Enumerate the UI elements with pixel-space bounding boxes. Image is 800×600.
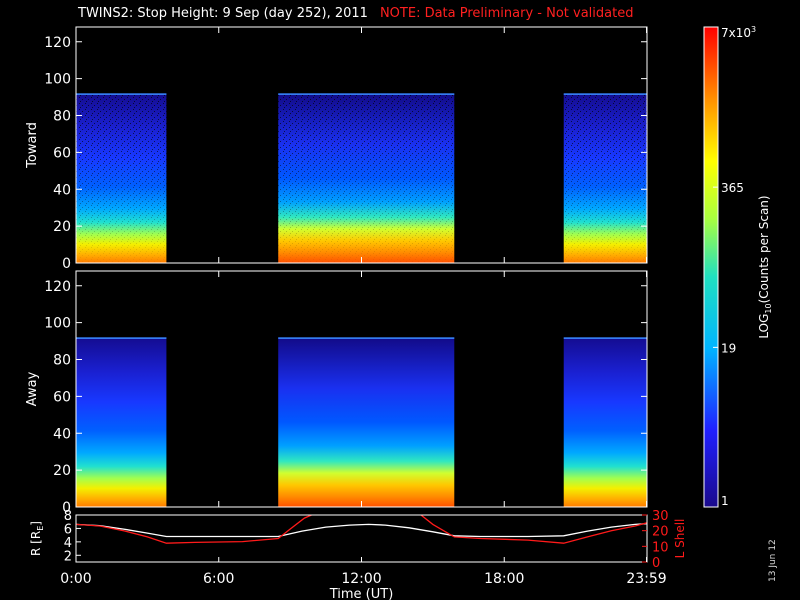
ceiling-line bbox=[278, 337, 455, 339]
ceiling-line bbox=[563, 337, 647, 339]
right-y-tick-label: 20 bbox=[652, 525, 669, 540]
colorbar-tick-label: 7x103 bbox=[721, 25, 756, 40]
left-y-tick-label: 2 bbox=[64, 549, 72, 564]
right-y-tick-label: 30 bbox=[652, 509, 669, 524]
colorbar-tick-label: 19 bbox=[721, 341, 736, 355]
left-axis-label-sub: E bbox=[36, 526, 45, 531]
y-tick-label: 40 bbox=[53, 182, 71, 198]
noise-speckle bbox=[76, 337, 167, 507]
right-y-tick-label: 0 bbox=[652, 556, 660, 571]
preliminary-note: NOTE: Data Preliminary - Not validated bbox=[379, 6, 634, 21]
title-text: TWINS2: Stop Height: 9 Sep (day 252), 20… bbox=[78, 6, 368, 21]
colorbar-tick-label: 365 bbox=[721, 181, 744, 195]
y-tick-label: 40 bbox=[53, 426, 71, 442]
noise-speckle bbox=[563, 93, 647, 263]
toward-spectrogram-panel: 0 20 40 60 80 100 120 Toward bbox=[25, 26, 648, 272]
y-tick-label: 100 bbox=[44, 72, 71, 88]
left-y-tick-label: 8 bbox=[64, 509, 72, 524]
colorbar: 7x103 365 19 1 LOG10(Counts per Scan) bbox=[703, 25, 773, 508]
y-tick-label: 20 bbox=[53, 463, 71, 479]
left-y-tick-label: 6 bbox=[64, 522, 72, 537]
y-axis-label: Toward bbox=[25, 122, 40, 169]
date-stamp: 13 Jun 12 bbox=[768, 539, 778, 582]
colorbar-frame bbox=[703, 26, 719, 508]
colorbar-label-rest: (Counts per Scan) bbox=[757, 195, 771, 303]
left-axis-label: R [RE] bbox=[29, 521, 45, 556]
lshell-line bbox=[420, 515, 647, 544]
y-tick-label: 60 bbox=[53, 389, 71, 405]
y-axis-label: Away bbox=[25, 371, 40, 406]
ceiling-line bbox=[278, 93, 455, 95]
y-tick-label: 0 bbox=[62, 500, 71, 516]
colorbar-exponent: 3 bbox=[751, 25, 756, 34]
y-tick-label: 100 bbox=[44, 316, 71, 332]
ceiling-line bbox=[76, 337, 167, 339]
colorbar-gradient bbox=[704, 27, 718, 507]
noise-speckle bbox=[278, 337, 455, 507]
colorbar-label-sub: 10 bbox=[764, 303, 773, 313]
noise-speckle bbox=[563, 337, 647, 507]
x-tick-label: 0:00 bbox=[60, 571, 91, 587]
x-tick-label: 12:00 bbox=[341, 571, 381, 587]
left-axis-label-close: ] bbox=[29, 521, 43, 526]
y-tick-label: 80 bbox=[53, 353, 71, 369]
colorbar-tick-label: 1 bbox=[721, 494, 729, 508]
colorbar-label: LOG10(Counts per Scan) bbox=[757, 195, 773, 338]
noise-speckle bbox=[278, 93, 455, 263]
noise-speckle bbox=[76, 93, 167, 263]
ephemeris-background bbox=[76, 515, 647, 562]
ceiling-line bbox=[563, 93, 647, 95]
x-tick-label: 6:00 bbox=[203, 571, 234, 587]
x-tick-label: 18:00 bbox=[484, 571, 524, 587]
plot-title: TWINS2: Stop Height: 9 Sep (day 252), 20… bbox=[78, 6, 633, 21]
right-y-tick-label: 10 bbox=[652, 540, 669, 555]
y-tick-label: 120 bbox=[44, 279, 71, 295]
x-axis-label: Time (UT) bbox=[329, 587, 394, 600]
y-tick-label: 80 bbox=[53, 109, 71, 125]
y-tick-label: 120 bbox=[44, 35, 71, 51]
x-tick-label: 23:59 bbox=[626, 571, 666, 587]
y-tick-label: 20 bbox=[53, 219, 71, 235]
radius-line bbox=[76, 523, 647, 538]
ceiling-line bbox=[76, 93, 167, 95]
lshell-line bbox=[76, 515, 312, 544]
away-spectrogram-panel: 0 20 40 60 80 100 120 Away bbox=[25, 270, 648, 516]
left-y-tick-label: 4 bbox=[64, 536, 72, 551]
y-tick-label: 60 bbox=[53, 145, 71, 161]
right-axis-label: L Shell bbox=[673, 519, 687, 559]
y-tick-label: 0 bbox=[62, 256, 71, 272]
